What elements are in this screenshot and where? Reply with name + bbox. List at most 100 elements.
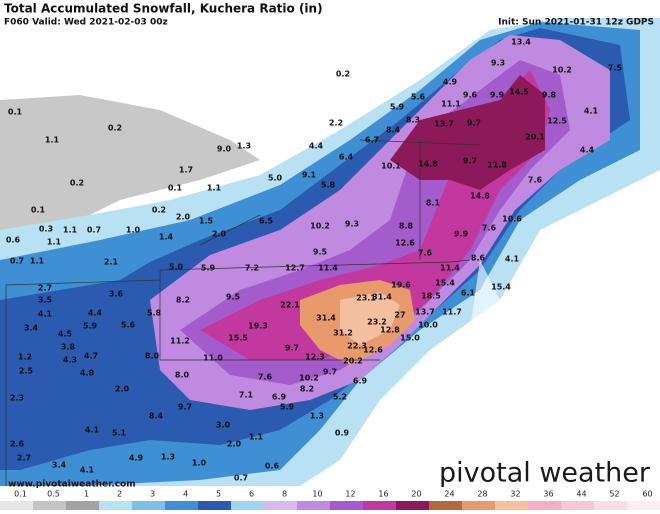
snow-total: 1.1 bbox=[249, 433, 264, 442]
snow-labels: 13.4 9.3 10.2 7.5 0.2 4.9 14.5 9.6 9.9 9.8 5.6 11.1… bbox=[6, 38, 623, 483]
snow-total: 20.1 bbox=[525, 133, 545, 142]
snow-total: 9.5 bbox=[226, 293, 241, 302]
snow-total: 2.0 bbox=[227, 440, 242, 449]
snow-total: 31.4 bbox=[372, 293, 392, 302]
colorbar-swatch bbox=[561, 501, 594, 510]
snow-total: 8.1 bbox=[426, 199, 441, 208]
snow-total: 3.4 bbox=[24, 324, 39, 333]
snow-total: 0.2 bbox=[108, 124, 122, 133]
snow-total: 5.0 bbox=[268, 174, 283, 183]
snow-total: 6.1 bbox=[461, 289, 476, 298]
snow-total: 13.7 bbox=[415, 308, 435, 317]
snow-total: 3.6 bbox=[109, 290, 124, 299]
colorbar-swatch bbox=[132, 501, 165, 510]
snow-total: 8.4 bbox=[149, 412, 164, 421]
colorbar-swatch bbox=[429, 501, 462, 510]
snow-total: 9.7 bbox=[467, 119, 481, 128]
colorbar-swatch bbox=[396, 501, 429, 510]
snow-total: 5.8 bbox=[321, 181, 336, 190]
colorbar-tick-label: 4 bbox=[183, 490, 188, 499]
snow-total: 10.2 bbox=[299, 374, 319, 383]
snow-total: 1.3 bbox=[237, 142, 251, 151]
snow-total: 2.0 bbox=[115, 385, 130, 394]
snow-total: 1.3 bbox=[161, 453, 175, 462]
snow-total: 4.1 bbox=[38, 310, 53, 319]
snow-total: 2.2 bbox=[329, 119, 343, 128]
snow-total: 2.1 bbox=[104, 258, 119, 267]
snow-total: 6.5 bbox=[259, 217, 274, 226]
snow-total: 4.9 bbox=[443, 78, 458, 87]
snow-total: 0.9 bbox=[335, 429, 350, 438]
snow-total: 1.0 bbox=[126, 226, 141, 235]
snow-total: 1.5 bbox=[199, 217, 214, 226]
snow-total: 5.0 bbox=[169, 263, 184, 272]
colorbar-swatch bbox=[0, 501, 33, 510]
snow-total: 0.7 bbox=[234, 474, 248, 483]
colorbar-tick-label: 36 bbox=[543, 490, 553, 499]
snow-total: 5.9 bbox=[83, 322, 98, 331]
snow-total: 4.3 bbox=[63, 356, 77, 365]
snow-total: 2.5 bbox=[19, 367, 34, 376]
snow-total: 9.3 bbox=[345, 220, 359, 229]
colorbar-tick-label: 3 bbox=[150, 490, 155, 499]
snow-total: 7.5 bbox=[608, 64, 623, 73]
snow-total: 0.7 bbox=[87, 226, 101, 235]
snow-total: 9.7 bbox=[463, 157, 477, 166]
snow-total: 31.4 bbox=[316, 314, 336, 323]
snow-total: 9.7 bbox=[178, 403, 192, 412]
snow-total: 1.0 bbox=[192, 459, 207, 468]
map-background bbox=[0, 18, 660, 486]
snow-total: 3.8 bbox=[61, 343, 76, 352]
snow-total: 7.6 bbox=[418, 249, 433, 258]
snow-total: 22.3 bbox=[347, 342, 367, 351]
snow-total: 5.9 bbox=[390, 103, 405, 112]
snow-total: 6.4 bbox=[339, 153, 354, 162]
snow-total: 9.6 bbox=[463, 91, 478, 100]
snow-total: 5.1 bbox=[112, 429, 127, 438]
snow-total: 1.1 bbox=[63, 226, 78, 235]
snow-total: 7.6 bbox=[258, 373, 273, 382]
snow-total: 8.2 bbox=[300, 385, 314, 394]
snow-total: 11.8 bbox=[487, 161, 507, 170]
header-bar bbox=[0, 0, 660, 18]
snow-total: 7.6 bbox=[482, 224, 497, 233]
colorbar-swatch bbox=[33, 501, 66, 510]
colorbar-tick-label: 0.5 bbox=[47, 490, 60, 499]
snow-total: 4.7 bbox=[84, 352, 98, 361]
snow-total: 2.7 bbox=[38, 284, 52, 293]
site-url: www.pivotalweather.com bbox=[8, 480, 136, 490]
snow-total: 2.0 bbox=[212, 230, 227, 239]
snow-total: 7.1 bbox=[239, 391, 254, 400]
colorbar-tick-label: 8 bbox=[282, 490, 287, 499]
snow-total: 12.8 bbox=[380, 326, 400, 335]
colorbar-tick-label: 6 bbox=[249, 490, 254, 499]
snow-total: 9.5 bbox=[313, 248, 328, 257]
snow-total: 8.0 bbox=[175, 371, 190, 380]
snow-total: 7.6 bbox=[528, 176, 543, 185]
snow-total: 11.2 bbox=[170, 337, 190, 346]
snow-total: 5.9 bbox=[280, 403, 295, 412]
colorbar-tick-label: 52 bbox=[609, 490, 619, 499]
snow-total: 4.9 bbox=[129, 454, 144, 463]
snow-total: 10.1 bbox=[381, 162, 401, 171]
snow-total: 23.2 bbox=[367, 318, 387, 327]
snow-total: 19.3 bbox=[248, 322, 268, 331]
snow-total: 13.4 bbox=[511, 38, 531, 47]
snow-total: 0.2 bbox=[70, 179, 84, 188]
snow-total: 0.1 bbox=[168, 184, 183, 193]
title: Total Accumulated Snowfall, Kuchera Rati… bbox=[4, 2, 323, 16]
colorbar-swatch bbox=[231, 501, 264, 510]
snow-total: 5.6 bbox=[411, 93, 426, 102]
snow-total: 31.2 bbox=[333, 329, 353, 338]
colorbar-swatch bbox=[66, 501, 99, 510]
snow-total: 12.3 bbox=[305, 353, 325, 362]
snow-total: 4.1 bbox=[85, 426, 100, 435]
snow-total: 12.6 bbox=[395, 239, 415, 248]
init-time: Init: Sun 2021-01-31 12z GDPS bbox=[498, 18, 654, 28]
snow-total: 2.7 bbox=[17, 454, 31, 463]
snow-total: 12.5 bbox=[547, 117, 567, 126]
snow-total: 6.9 bbox=[272, 393, 287, 402]
snow-total: 15.0 bbox=[400, 334, 420, 343]
snow-total: 4.8 bbox=[80, 369, 95, 378]
